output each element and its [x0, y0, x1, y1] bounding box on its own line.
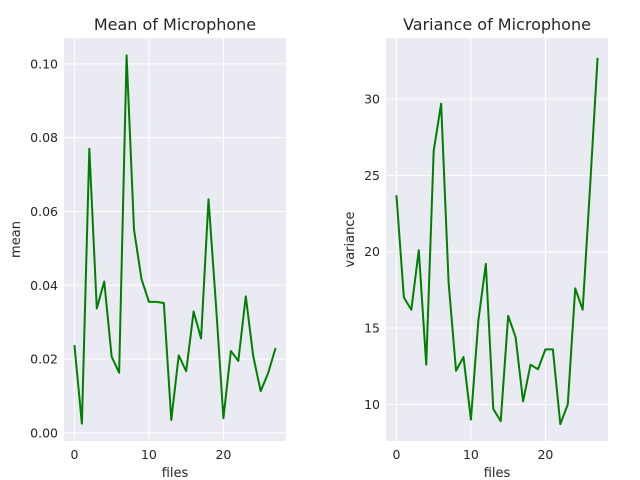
- x-tick-label: 20: [537, 447, 553, 462]
- y-tick-label: 30: [364, 92, 380, 107]
- y-tick-label: 20: [364, 244, 380, 259]
- chart-mean: 0 10 20 0.00 0.02 0.04 0.06 0.08 0.10 Mean of Mi…: [9, 15, 286, 480]
- y-tick-label: 0.08: [30, 130, 58, 145]
- y-axis-label-mean: mean: [9, 221, 24, 258]
- chart-title-variance: Variance of Microphone: [403, 15, 591, 34]
- y-tick-label: 0.02: [30, 352, 58, 367]
- y-tick-label: 0.10: [30, 56, 58, 71]
- grid-mean: [64, 38, 286, 441]
- chart-title-mean: Mean of Microphone: [94, 15, 256, 34]
- x-tick-label: 10: [141, 447, 157, 462]
- grid-variance: [386, 38, 608, 441]
- y-tick-label: 0.06: [30, 204, 58, 219]
- x-tick-label: 0: [392, 447, 400, 462]
- y-tick-label: 0.00: [30, 425, 58, 440]
- line-variance: [395, 57, 599, 426]
- chart-variance: 0 10 20 10 15 20 25 30 Variance of Microphone f…: [343, 15, 608, 480]
- line-mean: [73, 54, 277, 425]
- plot-area-mean: [64, 38, 286, 441]
- ticks-mean: 0 10 20 0.00 0.02 0.04 0.06 0.08 0.10: [30, 56, 231, 462]
- y-axis-label-variance: variance: [343, 212, 358, 268]
- x-axis-label-variance: files: [484, 466, 511, 480]
- x-axis-label-mean: files: [162, 466, 189, 480]
- x-tick-label: 10: [463, 447, 479, 462]
- y-tick-label: 25: [364, 168, 380, 183]
- y-tick-label: 0.04: [30, 278, 58, 293]
- x-tick-label: 0: [70, 447, 78, 462]
- y-tick-label: 15: [364, 321, 380, 336]
- ticks-variance: 0 10 20 10 15 20 25 30: [364, 92, 553, 462]
- plot-area-variance: [386, 38, 608, 441]
- x-tick-label: 20: [215, 447, 231, 462]
- y-tick-label: 10: [364, 397, 380, 412]
